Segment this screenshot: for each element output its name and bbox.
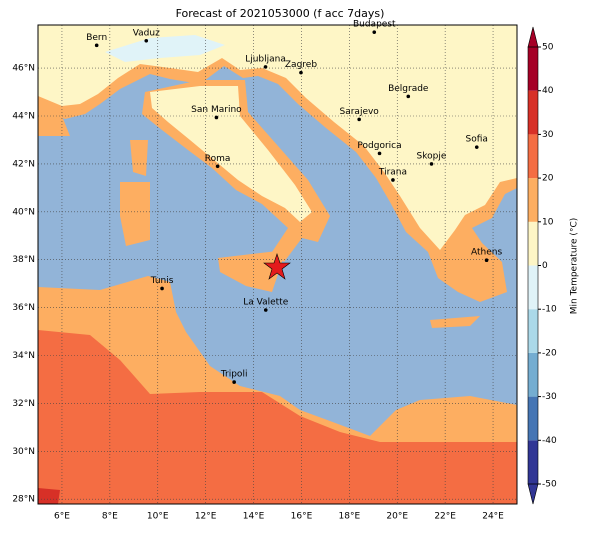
- event-star: [263, 253, 291, 280]
- y-tick-label: 42°N: [12, 159, 35, 169]
- colorbar-segment: [528, 47, 538, 91]
- colorbar-tick-label: 20: [542, 174, 554, 184]
- x-tick-label: 10°E: [147, 512, 169, 522]
- city-label: Bern: [86, 33, 107, 43]
- colorbar-tick-label: -40: [542, 436, 557, 446]
- colorbar-extend-min: [527, 483, 539, 505]
- city-label: Sarajevo: [340, 107, 380, 117]
- colorbar-segment: [528, 309, 538, 353]
- city-dot: [372, 30, 377, 34]
- city-dot: [391, 178, 395, 182]
- colorbar-segment: [528, 221, 538, 266]
- colorbar-tick-label: 40: [542, 86, 554, 96]
- x-tick-label: 22°E: [434, 512, 456, 522]
- city-label: Roma: [205, 154, 231, 164]
- colorbar-segment: [528, 178, 538, 222]
- city-label: Athens: [471, 248, 502, 258]
- x-tick-label: 6°E: [54, 512, 70, 522]
- colorbar-tick-label: 30: [542, 130, 554, 140]
- city-dot: [214, 115, 219, 120]
- x-tick-label: 16°E: [291, 512, 313, 522]
- colorbar-tick-label: 50: [542, 43, 554, 53]
- y-tick-label: 40°N: [12, 207, 35, 217]
- city-label: Belgrade: [388, 84, 429, 94]
- y-tick-label: 44°N: [12, 112, 35, 122]
- city-dot: [232, 380, 236, 384]
- y-tick-label: 28°N: [12, 495, 35, 505]
- colorbar-segment: [528, 265, 538, 310]
- map-frame: [37, 24, 518, 505]
- colorbar-segment: [528, 90, 538, 135]
- city-label: Tirana: [378, 167, 407, 177]
- y-tick-label: 30°N: [12, 447, 35, 457]
- city-dot: [406, 94, 411, 99]
- colorbar-tick-label: -10: [542, 305, 557, 315]
- map-area: [38, 25, 517, 504]
- colorbar-extend-max: [527, 26, 539, 48]
- city-label: Sofia: [466, 135, 488, 145]
- x-tick-label: 24°E: [482, 512, 504, 522]
- city-label: Budapest: [353, 20, 396, 30]
- colorbar-segment: [528, 134, 538, 179]
- city-dot: [429, 162, 434, 166]
- city-label: Tunis: [150, 276, 174, 286]
- colorbar-label: Min Temperature (°C): [570, 218, 580, 315]
- city-dot: [94, 43, 99, 48]
- city-label: La Valette: [243, 298, 288, 308]
- colorbar-tick-label: -20: [542, 348, 557, 358]
- city-label: Zagreb: [285, 60, 317, 70]
- colorbar-segment: [528, 352, 538, 397]
- x-tick-label: 18°E: [339, 512, 361, 522]
- city-dot: [484, 258, 489, 262]
- city-label: San Marino: [191, 105, 242, 115]
- city-dot: [357, 117, 361, 122]
- colorbar-segment: [528, 440, 538, 484]
- y-tick-label: 32°N: [12, 399, 35, 409]
- map-title: Forecast of 2021053000 (f acc 7days): [176, 7, 385, 20]
- city-dot: [263, 308, 268, 312]
- colorbar-tick-label: 10: [542, 217, 554, 227]
- colorbar-tick-label: -30: [542, 392, 557, 402]
- city-dot: [144, 39, 149, 43]
- city-dot: [474, 145, 479, 149]
- colorbar-tick-label: -50: [542, 480, 557, 490]
- colorbar-segment: [528, 396, 538, 441]
- x-tick-label: 20°E: [386, 512, 408, 522]
- x-tick-label: 14°E: [243, 512, 265, 522]
- city-label: Ljubljana: [245, 54, 286, 64]
- city-label: Skopje: [417, 151, 447, 161]
- city-label: Tripoli: [220, 370, 248, 380]
- y-tick-label: 38°N: [12, 255, 35, 265]
- colorbar-tick-label: 0: [542, 261, 548, 271]
- y-tick-label: 34°N: [12, 351, 35, 361]
- city-label: Podgorica: [357, 141, 401, 151]
- city-dot: [377, 151, 382, 156]
- city-dot: [263, 65, 268, 69]
- city-label: Vaduz: [133, 28, 160, 38]
- city-dot: [215, 164, 220, 169]
- y-tick-label: 36°N: [12, 303, 35, 313]
- x-tick-label: 8°E: [102, 512, 118, 522]
- city-dot: [160, 286, 164, 291]
- y-tick-label: 46°N: [12, 64, 35, 74]
- city-dot: [299, 70, 303, 75]
- x-tick-label: 12°E: [195, 512, 217, 522]
